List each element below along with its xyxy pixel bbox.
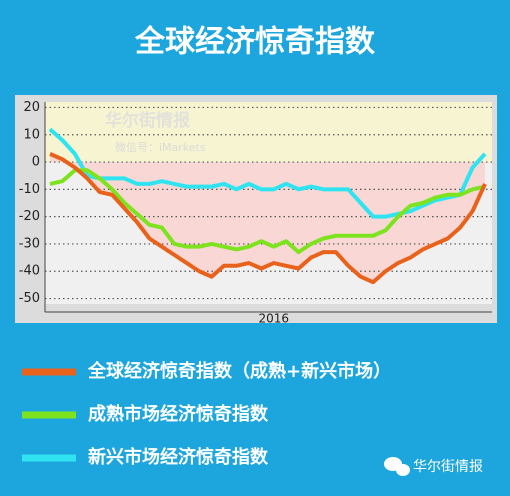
- y-tick-label: -10: [19, 182, 40, 197]
- footer: 华尔街情报: [413, 459, 483, 475]
- y-tick-label: 20: [23, 100, 40, 115]
- series-line: [49, 168, 486, 255]
- chart-title: 全球经济惊奇指数: [134, 25, 376, 60]
- y-tick-label: -40: [19, 264, 40, 279]
- area: [50, 153, 485, 283]
- plot-background: [45, 102, 492, 163]
- y-tick-label: 10: [23, 127, 40, 142]
- legend-label: 全球经济惊奇指数（成熟+新兴市场）: [87, 360, 391, 382]
- plot: 20 10 0 -10 -20 -30 -40 -50 2016: [19, 100, 492, 326]
- legend-label: 新兴市场经济惊奇指数: [88, 446, 269, 468]
- series-line: [49, 152, 487, 285]
- footer-logo: [384, 457, 410, 476]
- legend-label: 成熟市场经济惊奇指数: [88, 403, 269, 425]
- watermark: 华尔街情报: [105, 110, 190, 131]
- y-tick-label: -30: [19, 236, 40, 251]
- x-tick-label: 2016: [258, 312, 289, 326]
- y-tick-label: 0: [32, 155, 40, 170]
- y-tick-label: -50: [19, 291, 40, 306]
- watermark-account: 微信号：iMarkets: [115, 140, 206, 154]
- series-line: [48, 127, 487, 219]
- y-tick-label: -20: [19, 209, 40, 224]
